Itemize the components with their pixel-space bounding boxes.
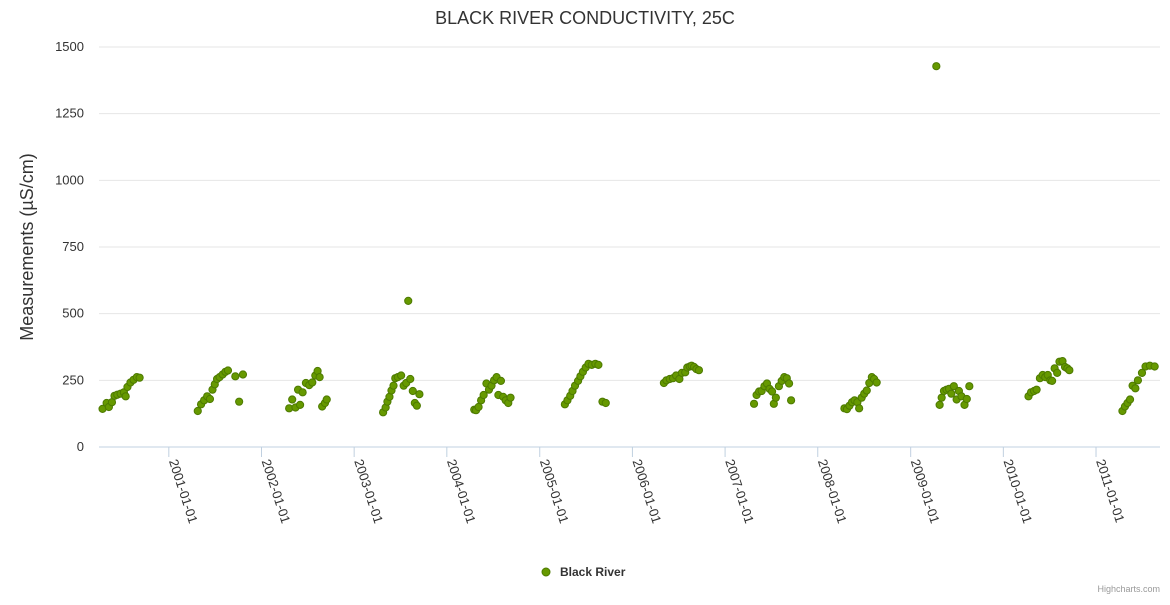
y-tick-label: 250 — [62, 372, 84, 387]
data-point[interactable] — [767, 387, 777, 396]
data-point[interactable] — [223, 366, 233, 375]
legend-label[interactable]: Black River — [560, 565, 626, 579]
data-point[interactable] — [298, 388, 307, 397]
data-point[interactable] — [479, 390, 488, 400]
data-point[interactable] — [1133, 376, 1143, 385]
data-point[interactable] — [962, 394, 971, 404]
data-point[interactable] — [1047, 376, 1057, 385]
data-point[interactable] — [932, 62, 941, 71]
data-point[interactable] — [205, 394, 215, 404]
data-point[interactable] — [406, 374, 415, 384]
data-point[interactable] — [288, 395, 297, 404]
credits-link[interactable]: Highcharts.com — [1097, 584, 1160, 594]
data-point[interactable] — [855, 404, 864, 413]
data-point[interactable] — [771, 393, 780, 402]
data-point[interactable] — [787, 396, 796, 405]
data-point[interactable] — [135, 373, 144, 382]
data-point[interactable] — [749, 399, 759, 408]
data-point[interactable] — [389, 381, 398, 390]
y-tick-label: 1000 — [55, 172, 84, 187]
y-gridlines — [99, 46, 1160, 381]
data-point[interactable] — [1131, 384, 1140, 393]
data-point[interactable] — [397, 371, 406, 380]
chart-title: BLACK RIVER CONDUCTIVITY, 25C — [435, 8, 735, 28]
data-point[interactable] — [949, 382, 958, 391]
data-point[interactable] — [408, 386, 417, 396]
data-point[interactable] — [965, 382, 974, 391]
data-point[interactable] — [193, 406, 202, 416]
data-point[interactable] — [1032, 385, 1041, 394]
data-point[interactable] — [784, 379, 794, 388]
y-tick-label: 1250 — [55, 106, 84, 121]
data-point[interactable] — [121, 392, 130, 401]
y-tick-label: 750 — [62, 239, 84, 254]
data-point[interactable] — [474, 402, 483, 412]
y-tick-label: 1500 — [55, 39, 84, 54]
series-black-river — [98, 62, 1159, 417]
data-point[interactable] — [235, 397, 244, 406]
data-point[interactable] — [935, 400, 944, 409]
data-point[interactable] — [412, 401, 421, 410]
legend-marker — [541, 567, 551, 577]
data-point[interactable] — [937, 393, 946, 402]
data-point[interactable] — [295, 400, 305, 409]
data-point[interactable] — [862, 386, 871, 395]
data-point[interactable] — [1125, 395, 1135, 404]
data-point[interactable] — [496, 376, 506, 385]
data-point[interactable] — [601, 398, 610, 408]
data-point[interactable] — [231, 372, 240, 381]
y-axis-title: Measurements (µS/cm) — [17, 153, 37, 340]
data-point[interactable] — [1053, 368, 1062, 377]
data-point[interactable] — [1137, 368, 1147, 377]
data-point[interactable] — [694, 366, 704, 375]
y-axis-tick-labels: 0 250 500 750 1000 1250 1500 — [55, 39, 84, 454]
data-point[interactable] — [872, 378, 881, 387]
data-point[interactable] — [404, 296, 413, 305]
data-point[interactable] — [322, 395, 331, 404]
data-point[interactable] — [308, 378, 317, 387]
data-point[interactable] — [947, 389, 956, 398]
data-point[interactable] — [315, 373, 324, 382]
data-point[interactable] — [594, 360, 603, 369]
data-point[interactable] — [1150, 362, 1159, 371]
data-point[interactable] — [238, 370, 248, 379]
data-point[interactable] — [1065, 366, 1074, 375]
data-point[interactable] — [415, 390, 424, 399]
y-tick-label: 500 — [62, 306, 84, 321]
legend[interactable]: Black River — [541, 565, 626, 579]
data-point[interactable] — [506, 393, 515, 402]
y-tick-label: 0 — [77, 439, 84, 454]
